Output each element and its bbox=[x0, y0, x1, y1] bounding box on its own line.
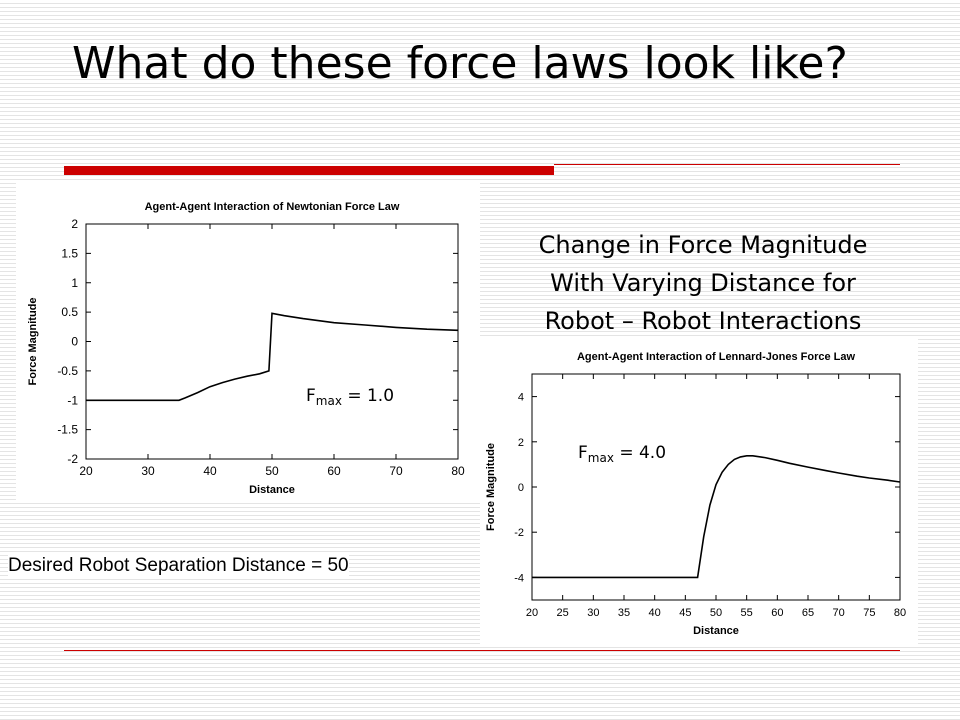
newton-y-tick-label: -0.5 bbox=[57, 364, 78, 378]
fmax-newton-symbol: F bbox=[306, 386, 316, 406]
fmax-newton-value: = 1.0 bbox=[341, 386, 395, 406]
newton-plot-frame bbox=[85, 223, 459, 460]
lj-y-tick-label: 4 bbox=[518, 392, 524, 404]
newton-y-tick-label: -1 bbox=[67, 393, 78, 407]
newtonian-force-chart: Agent-Agent Interaction of Newtonian For… bbox=[16, 182, 480, 500]
newton-y-tick-label: 1.5 bbox=[61, 246, 78, 260]
lj-chart-title: Agent-Agent Interaction of Lennard-Jones… bbox=[577, 351, 856, 363]
newton-y-axis-label: Force Magnitude bbox=[27, 297, 39, 385]
newton-y-tick-label: 2 bbox=[71, 217, 78, 231]
slide-title: What do these force laws look like? bbox=[72, 38, 848, 89]
lj-x-tick-label: 80 bbox=[894, 607, 906, 619]
newton-y-tick-label: 0.5 bbox=[61, 305, 78, 319]
lj-x-tick-label: 55 bbox=[741, 607, 753, 619]
newton-series-line-0 bbox=[86, 312, 459, 402]
fmax-lj-subscript: max bbox=[587, 451, 614, 465]
lj-x-tick-label: 45 bbox=[679, 607, 691, 619]
lj-x-tick-label: 60 bbox=[771, 607, 783, 619]
lj-x-tick-label: 70 bbox=[833, 607, 845, 619]
lj-x-tick-label: 35 bbox=[618, 607, 630, 619]
lj-x-tick-label: 75 bbox=[863, 607, 875, 619]
newton-x-tick-label: 20 bbox=[79, 464, 93, 478]
title-underline-rule bbox=[554, 164, 900, 165]
newton-y-tick-label: 1 bbox=[71, 276, 78, 290]
newton-chart-title: Agent-Agent Interaction of Newtonian For… bbox=[145, 201, 400, 213]
lj-x-tick-label: 50 bbox=[710, 607, 722, 619]
lj-x-tick-label: 25 bbox=[557, 607, 569, 619]
newton-x-tick-label: 50 bbox=[265, 464, 279, 478]
lj-y-tick-label: -2 bbox=[514, 527, 524, 539]
fmax-newton-label: Fmax = 1.0 bbox=[306, 386, 395, 408]
newton-x-axis-label: Distance bbox=[249, 484, 295, 496]
heading-line-3: Robot – Robot Interactions bbox=[544, 307, 862, 335]
lj-x-tick-label: 30 bbox=[587, 607, 599, 619]
lj-x-axis-label: Distance bbox=[693, 625, 739, 637]
lj-x-tick-label: 20 bbox=[526, 607, 538, 619]
fmax-newton-subscript: max bbox=[315, 394, 342, 408]
fmax-lj-value: = 4.0 bbox=[613, 443, 667, 463]
lj-series-line-0 bbox=[532, 455, 901, 579]
newtonian-force-chart-svg: Agent-Agent Interaction of Newtonian For… bbox=[27, 201, 465, 496]
newton-x-tick-label: 80 bbox=[451, 464, 465, 478]
newton-y-tick-label: 0 bbox=[71, 335, 78, 349]
newton-x-tick-label: 60 bbox=[327, 464, 341, 478]
heading-line-1: Change in Force Magnitude bbox=[538, 231, 868, 259]
heading-line-2: With Varying Distance for bbox=[550, 269, 856, 297]
lj-y-tick-label: -4 bbox=[514, 572, 524, 584]
newton-y-tick-label: -1.5 bbox=[57, 423, 78, 437]
fmax-lj-symbol: F bbox=[578, 443, 588, 463]
newton-x-tick-label: 40 bbox=[203, 464, 217, 478]
desired-separation-note: Desired Robot Separation Distance = 50 bbox=[8, 555, 349, 577]
title-underline-bar bbox=[64, 166, 554, 175]
lj-y-tick-label: 2 bbox=[518, 437, 524, 449]
fmax-lj-label: Fmax = 4.0 bbox=[578, 443, 667, 465]
lj-x-tick-label: 40 bbox=[649, 607, 661, 619]
lennard-jones-force-chart-svg: Agent-Agent Interaction of Lennard-Jones… bbox=[485, 351, 906, 637]
lj-x-tick-label: 65 bbox=[802, 607, 814, 619]
newton-x-tick-label: 70 bbox=[389, 464, 403, 478]
lj-y-axis-label: Force Magnitude bbox=[485, 443, 497, 531]
footer-rule bbox=[64, 650, 900, 651]
newton-y-tick-label: -2 bbox=[67, 452, 78, 466]
lennard-jones-force-chart: Agent-Agent Interaction of Lennard-Jones… bbox=[480, 336, 918, 646]
lj-y-tick-label: 0 bbox=[518, 482, 524, 494]
newton-x-tick-label: 30 bbox=[141, 464, 155, 478]
chart-description-heading: Change in Force Magnitude With Varying D… bbox=[478, 226, 928, 340]
